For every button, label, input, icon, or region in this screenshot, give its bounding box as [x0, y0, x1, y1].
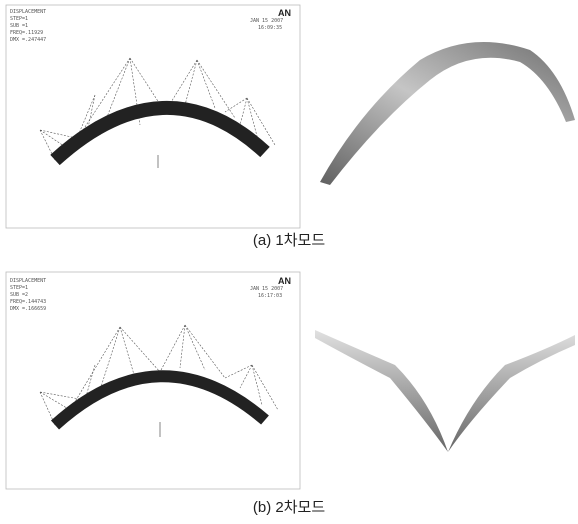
info: STEP=1	[10, 285, 28, 291]
time: 16:17:03	[258, 293, 282, 299]
screen-frame	[6, 5, 300, 228]
info: DMX =.166659	[10, 306, 46, 312]
logo: AN	[278, 8, 291, 18]
info: SUB =1	[10, 23, 28, 29]
info: DMX =.247447	[10, 37, 46, 43]
info: STEP=1	[10, 16, 28, 22]
figure: DISPLACEMENT STEP=1 SUB =1 FREQ=.11929 D…	[0, 0, 578, 524]
info: DISPLACEMENT	[10, 9, 46, 15]
caption: (a) 1차모드	[253, 232, 325, 249]
panel-b: DISPLACEMENT STEP=1 SUB =2 FREQ=.144743 …	[6, 272, 575, 516]
info: SUB =2	[10, 292, 28, 298]
panel-a: DISPLACEMENT STEP=1 SUB =1 FREQ=.11929 D…	[6, 5, 575, 249]
info: FREQ=.11929	[10, 30, 43, 36]
caption: (b) 2차모드	[253, 499, 325, 516]
info: FREQ=.144743	[10, 299, 46, 305]
info: DISPLACEMENT	[10, 278, 46, 284]
date: JAN 15 2007	[250, 286, 283, 292]
logo: AN	[278, 276, 291, 286]
mode-shape	[320, 42, 575, 185]
time: 16:09:35	[258, 25, 282, 31]
date: JAN 15 2007	[250, 18, 283, 24]
mode-shape	[315, 330, 575, 452]
